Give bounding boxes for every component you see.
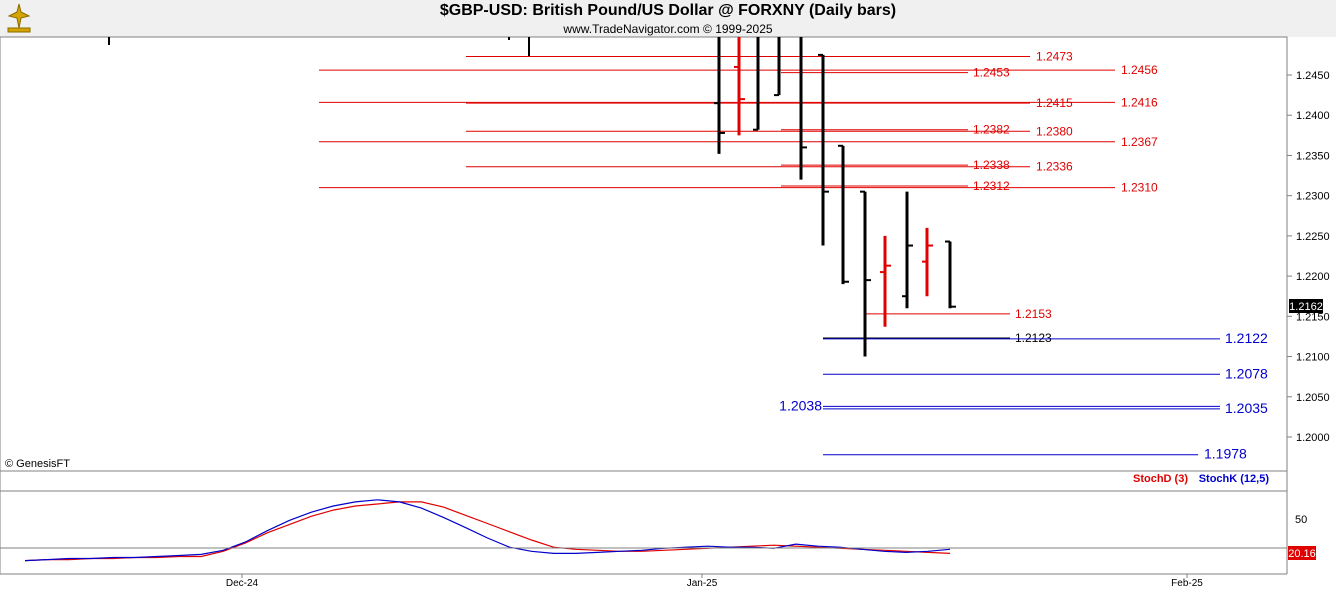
level-label: 1.2416 [1121,95,1158,109]
price-tick-label: 1.2100 [1296,352,1330,364]
indicator-plot-area [0,470,1288,575]
price-levels: 1.2473 1.2456 1.2453 1.2416 1.2415 1.2382 1.23… [319,49,1268,462]
price-tick-label: 1.2300 [1296,191,1330,203]
level-label: 1.2122 [1225,330,1268,346]
copyright-text: www.TradeNavigator.com © 1999-2025 [563,22,773,36]
price-tick-label: 1.2200 [1296,271,1330,283]
chart-header: $GBP-USD: British Pound/US Dollar @ FORX… [0,0,1336,37]
legend-stochk: StochK (12,5) [1199,473,1270,485]
time-tick-label: Feb-25 [1171,578,1203,589]
level-label: 1.2038 [779,397,822,413]
time-axis: Dec-24 Jan-25 Feb-25 [226,574,1203,589]
level-label: 1.2123 [1015,331,1052,345]
price-tick-label: 1.2150 [1296,311,1330,323]
last-price-marker: 1.2162 [1289,299,1323,313]
legend-stochd: StochD (3) [1133,473,1188,485]
time-tick-label: Jan-25 [687,578,718,589]
level-label: 1.2312 [973,179,1010,193]
price-tick-label: 1.2350 [1296,150,1330,162]
level-label: 1.2035 [1225,400,1268,416]
indicator-tick-50: 50 [1295,514,1307,526]
price-tick-label: 1.2050 [1296,392,1330,404]
price-tick-label: 1.2250 [1296,231,1330,243]
level-label: 1.2382 [973,123,1010,137]
time-axis-area [0,574,1336,591]
price-tick-label: 1.2450 [1296,70,1330,82]
level-label: 1.2380 [1036,124,1073,138]
price-axis: 1.2450 1.2400 1.2350 1.2300 1.2250 1.2200 1.21… [1287,70,1330,444]
genesis-watermark: © GenesisFT [5,458,70,470]
level-label: 1.2078 [1225,365,1268,381]
price-tick-label: 1.2000 [1296,432,1330,444]
level-label: 1.2415 [1036,96,1073,110]
stochastic-indicator [24,499,951,562]
level-label: 1.2153 [1015,307,1052,321]
indicator-last-value-marker: 20.16 [1288,546,1316,560]
genesis-logo-icon [7,3,31,33]
level-label: 1.2453 [973,66,1010,80]
indicator-last-value-label: 20.16 [1288,548,1316,560]
level-label: 1.2336 [1036,160,1073,174]
price-tick-label: 1.2400 [1296,110,1330,122]
price-bars [714,37,956,357]
chart-title: $GBP-USD: British Pound/US Dollar @ FORX… [439,2,897,19]
price-axis-area [1287,37,1336,471]
level-label: 1.2456 [1121,63,1158,77]
level-label: 1.1978 [1204,446,1247,462]
level-label: 1.2338 [973,158,1010,172]
time-tick-label: Dec-24 [226,578,259,589]
level-label: 1.2473 [1036,49,1073,63]
last-price-label: 1.2162 [1289,301,1323,313]
level-label: 1.2310 [1121,181,1158,195]
indicator-series-line [24,501,951,562]
level-label: 1.2367 [1121,135,1158,149]
indicator-series-line [24,499,951,562]
